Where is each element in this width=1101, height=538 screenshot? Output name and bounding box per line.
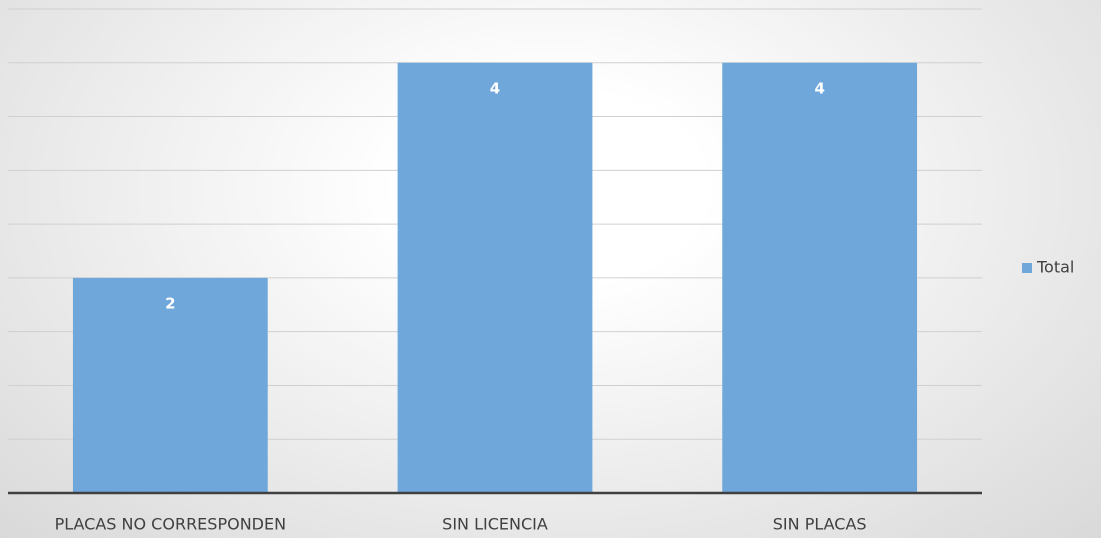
bar	[397, 62, 593, 494]
x-tick-label: SIN PLACAS	[773, 515, 867, 534]
bar	[72, 277, 268, 493]
legend-label: Total	[1036, 258, 1074, 277]
data-label: 2	[165, 294, 175, 312]
data-label: 4	[490, 79, 500, 97]
x-tick-label: SIN LICENCIA	[442, 515, 548, 534]
legend-swatch	[1022, 263, 1032, 273]
x-tick-label: PLACAS NO CORRESPONDEN	[55, 515, 286, 534]
bar	[722, 62, 918, 494]
data-label: 4	[814, 79, 824, 97]
